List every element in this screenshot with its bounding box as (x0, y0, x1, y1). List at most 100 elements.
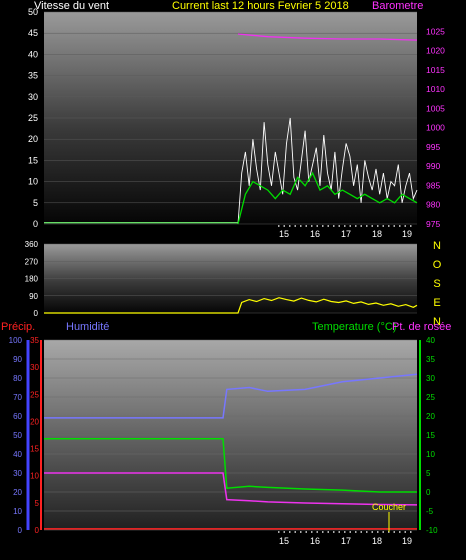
minor-tick (322, 225, 324, 227)
minor-tick (338, 225, 340, 227)
wind-speed-tick: 0 (33, 219, 38, 229)
temperature-tick: 40 (426, 336, 435, 345)
humidity-tick: 50 (13, 431, 22, 440)
minor-tick (371, 531, 373, 533)
barometer-tick: 1000 (426, 123, 445, 133)
minor-tick (404, 225, 406, 227)
direction-tick: 90 (29, 292, 38, 301)
barometer-tick: 1005 (426, 103, 445, 113)
minor-tick (289, 531, 291, 533)
compass-label: O (433, 259, 442, 271)
temperature-ticks: -10 -5 0 5 10 15 20 25 30 35 40 (426, 336, 438, 535)
sunset-annotation: Coucher (372, 502, 406, 512)
minor-tick (377, 531, 379, 533)
humidity-tick: 30 (13, 469, 22, 478)
minor-tick (300, 225, 302, 227)
direction-tick: 270 (25, 257, 39, 266)
direction-tick: 0 (34, 309, 39, 318)
humidity-axis-title: Humidité (66, 321, 109, 333)
minor-tick (316, 531, 318, 533)
temperature-tick: -5 (426, 507, 434, 516)
minor-tick (311, 531, 313, 533)
minor-tick (283, 225, 285, 227)
time-tick: 16 (310, 229, 320, 239)
wind-speed-tick: 15 (28, 155, 38, 165)
humidity-tick: 90 (13, 355, 22, 364)
minor-tick (355, 225, 357, 227)
humidity-tick: 40 (13, 450, 22, 459)
time-tick: 19 (402, 536, 412, 546)
dewpoint-axis-title: Pt. de rosée (392, 321, 451, 333)
precip-tick: 35 (30, 336, 39, 345)
minor-tick (294, 225, 296, 227)
minor-tick (349, 225, 351, 227)
time-tick: 19 (402, 229, 412, 239)
precip-tick: 30 (30, 363, 39, 372)
minor-tick (300, 531, 302, 533)
direction-line (44, 297, 418, 314)
precip-ticks: 0 5 10 15 20 25 30 35 (30, 336, 39, 535)
barometer-tick: 975 (426, 219, 440, 229)
minor-tick (278, 225, 280, 227)
temperature-tick: 30 (426, 374, 435, 383)
minor-tick (360, 225, 362, 227)
temperature-axis-title: Temperature (°C) (312, 321, 396, 333)
wind-speed-tick: 40 (28, 49, 38, 59)
minor-tick (393, 225, 395, 227)
temperature-tick: 25 (426, 393, 435, 402)
minor-tick (399, 225, 401, 227)
wind-barometer-chart: Vitesse du vent Current last 12 hours Fe… (28, 0, 445, 239)
barometer-tick: 1010 (426, 84, 445, 94)
avg_speed-line (237, 171, 418, 225)
barometer-axis-title: Barometre (372, 0, 423, 12)
minor-tick (283, 531, 285, 533)
temperature-tick: -10 (426, 526, 438, 535)
barometer-tick: 980 (426, 200, 440, 210)
wind-speed-tick: 50 (28, 7, 38, 17)
temperature-tick: 15 (426, 431, 435, 440)
minor-tick (327, 225, 329, 227)
minor-tick (278, 531, 280, 533)
time-tick: 18 (372, 229, 382, 239)
minor-tick (404, 531, 406, 533)
minor-tick (410, 225, 412, 227)
humidity-tick: 70 (13, 393, 22, 402)
time-tick: 16 (310, 536, 320, 546)
direction-series (44, 297, 418, 314)
minor-tick (388, 225, 390, 227)
humidity-tick: 60 (13, 412, 22, 421)
time-axis-ticks: 15 16 17 18 19 (278, 531, 412, 546)
barometer-tick: 990 (426, 161, 440, 171)
direction-tick: 360 (25, 240, 39, 249)
temperature-tick: 35 (426, 355, 435, 364)
compass-label: E (433, 297, 440, 309)
wind-speed-tick: 20 (28, 134, 38, 144)
barometer-tick: 1020 (426, 46, 445, 56)
minor-tick (294, 531, 296, 533)
minor-tick (311, 225, 313, 227)
time-tick: 18 (372, 536, 382, 546)
minor-tick (349, 531, 351, 533)
minor-tick (333, 225, 335, 227)
dewpoint-line (44, 472, 418, 506)
precip-tick: 25 (30, 390, 39, 399)
wind-speed-ticks: 0 5 10 15 20 25 30 35 40 45 50 (28, 7, 417, 229)
wind-speed-tick: 10 (28, 177, 38, 187)
precip-axis-title: Précip. (1, 321, 35, 333)
time-tick: 17 (341, 229, 351, 239)
temperature-line (44, 438, 417, 493)
temperature-tick: 5 (426, 469, 431, 478)
temperature-tick: 0 (426, 488, 431, 497)
compass-label: N (433, 316, 441, 328)
wind-speed-tick: 45 (28, 28, 38, 38)
minor-tick (382, 531, 384, 533)
temperature-tick: 10 (426, 450, 435, 459)
humidity-tick: 20 (13, 488, 22, 497)
minor-tick (305, 225, 307, 227)
temperature-humidity-chart: Précip. Humidité Temperature (°C) Pt. de… (1, 321, 451, 546)
